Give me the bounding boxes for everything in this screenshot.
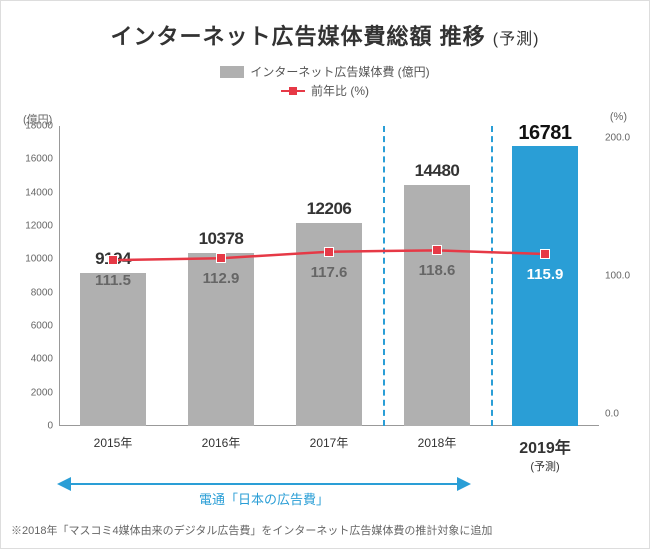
legend-bar: インターネット広告媒体費 (億円) [220,63,429,80]
line-marker [432,245,442,255]
y-right-unit: (%) [610,111,627,123]
line-value-label: 112.9 [203,270,240,287]
line-marker [540,249,550,259]
y-left-tick: 2000 [21,387,53,398]
title-sub: (予測) [493,31,540,48]
y-left-tick: 8000 [21,287,53,298]
y-left-tick: 16000 [21,154,53,165]
line-value-label: 111.5 [95,272,131,289]
x-label: 2017年 [310,434,349,451]
x-label: 2018年 [418,434,457,451]
line-value-label: 115.9 [527,266,564,283]
line-value-label: 117.6 [311,264,348,281]
legend-bar-label: インターネット広告媒体費 (億円) [250,63,429,80]
title-main: インターネット広告媒体費総額 推移 [111,24,486,49]
legend-line-label: 前年比 (%) [311,82,369,99]
source-arrow: 電通「日本の広告費」 [59,473,469,497]
x-label: 2016年 [202,434,241,451]
x-label: 2015年 [94,434,133,451]
y-left-tick: 14000 [21,187,53,198]
y-right-tick: 100.0 [605,271,637,282]
y-left-tick: 12000 [21,221,53,232]
chart-title: インターネット広告媒体費総額 推移 (予測) [1,1,649,59]
line-value-label: 118.6 [419,262,456,279]
legend: インターネット広告媒体費 (億円) 前年比 (%) [1,59,649,101]
source-arrow-label: 電通「日本の広告費」 [59,489,469,508]
y-left-tick: 0 [21,421,53,432]
legend-bar-swatch [220,66,244,78]
y-right-tick: 0.0 [605,409,637,420]
y-left-tick: 6000 [21,321,53,332]
line-marker [108,255,118,265]
x-label: 2019年(予測) [519,434,571,474]
y-right-tick: 200.0 [605,133,637,144]
chart-area: 0200040006000800010000120001400016000180… [59,126,599,426]
y-left-tick: 4000 [21,354,53,365]
legend-line: 前年比 (%) [281,82,369,99]
footnote: ※2018年「マスコミ4媒体由来のデジタル広告費」をインターネット広告媒体費の推… [11,522,492,538]
y-left-tick: 18000 [21,121,53,132]
line-marker [216,253,226,263]
legend-line-swatch [281,90,305,92]
line-marker [324,247,334,257]
y-left-tick: 10000 [21,254,53,265]
